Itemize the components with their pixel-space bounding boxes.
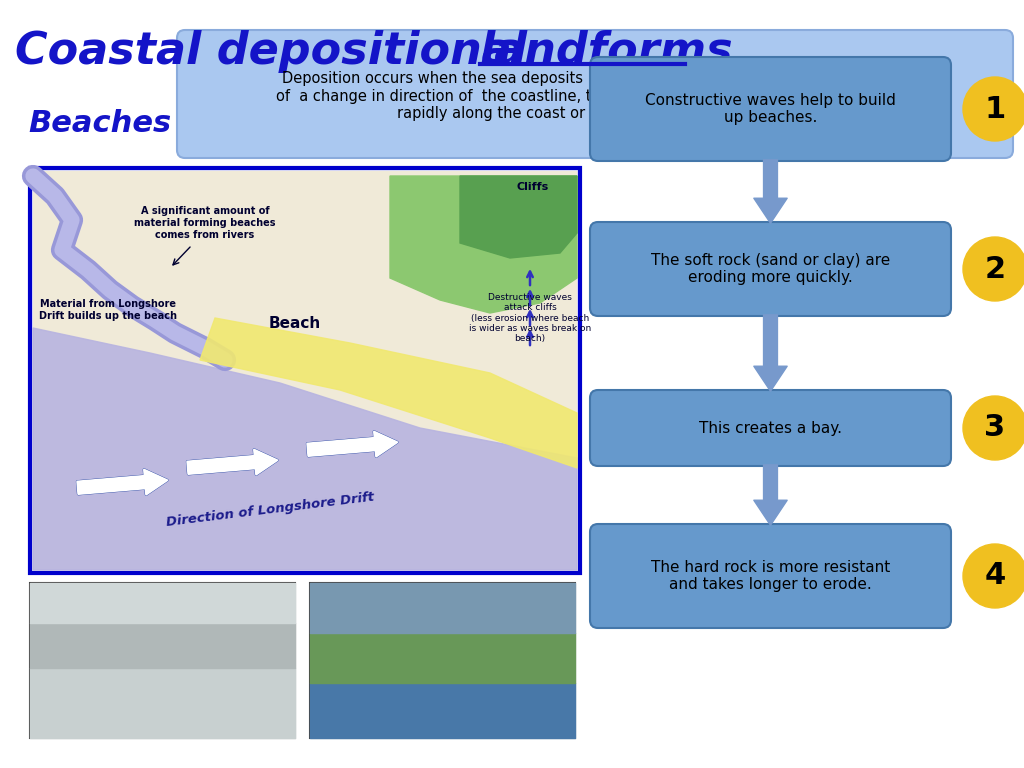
Text: Destructive waves
attack cliffs
(less erosion where beach
is wider as waves brea: Destructive waves attack cliffs (less er…	[469, 293, 591, 343]
Circle shape	[963, 396, 1024, 460]
Text: Material from Longshore
Drift builds up the beach: Material from Longshore Drift builds up …	[39, 300, 177, 321]
Text: Beaches: Beaches	[29, 108, 172, 137]
Text: Beach: Beach	[269, 316, 322, 330]
Text: Deposition occurs when the sea deposits material on the beach. This occurs becau: Deposition occurs when the sea deposits …	[276, 71, 913, 121]
Text: 4: 4	[984, 561, 1006, 591]
FancyArrowPatch shape	[187, 449, 278, 475]
Text: Coastal depositional: Coastal depositional	[15, 30, 543, 73]
Text: The soft rock (sand or clay) are
eroding more quickly.: The soft rock (sand or clay) are eroding…	[651, 253, 890, 285]
Text: 3: 3	[984, 413, 1006, 442]
Polygon shape	[460, 176, 577, 258]
Polygon shape	[200, 318, 577, 468]
Text: Direction of Longshore Drift: Direction of Longshore Drift	[165, 491, 375, 529]
Text: This creates a bay.: This creates a bay.	[699, 421, 842, 435]
Bar	[310, 583, 575, 738]
Bar	[30, 168, 580, 573]
Circle shape	[963, 77, 1024, 141]
FancyArrowPatch shape	[754, 315, 787, 391]
FancyBboxPatch shape	[590, 390, 951, 466]
Text: A significant amount of
material forming beaches
comes from rivers: A significant amount of material forming…	[134, 207, 275, 240]
Circle shape	[963, 237, 1024, 301]
Polygon shape	[33, 328, 577, 570]
Text: Cliffs: Cliffs	[517, 182, 549, 192]
FancyArrowPatch shape	[307, 432, 397, 456]
Text: landforms: landforms	[480, 30, 733, 73]
Polygon shape	[390, 176, 577, 313]
Circle shape	[963, 544, 1024, 608]
FancyBboxPatch shape	[177, 30, 1013, 158]
FancyBboxPatch shape	[590, 222, 951, 316]
FancyArrowPatch shape	[77, 470, 167, 495]
Bar	[30, 583, 295, 738]
Text: Constructive waves help to build
up beaches.: Constructive waves help to build up beac…	[645, 93, 896, 125]
FancyArrowPatch shape	[754, 160, 787, 223]
Text: The hard rock is more resistant
and takes longer to erode.: The hard rock is more resistant and take…	[651, 560, 890, 592]
FancyArrowPatch shape	[754, 465, 787, 525]
Text: 1: 1	[984, 94, 1006, 124]
FancyBboxPatch shape	[590, 57, 951, 161]
Text: 2: 2	[984, 254, 1006, 283]
FancyBboxPatch shape	[590, 524, 951, 628]
Bar	[33, 171, 577, 570]
